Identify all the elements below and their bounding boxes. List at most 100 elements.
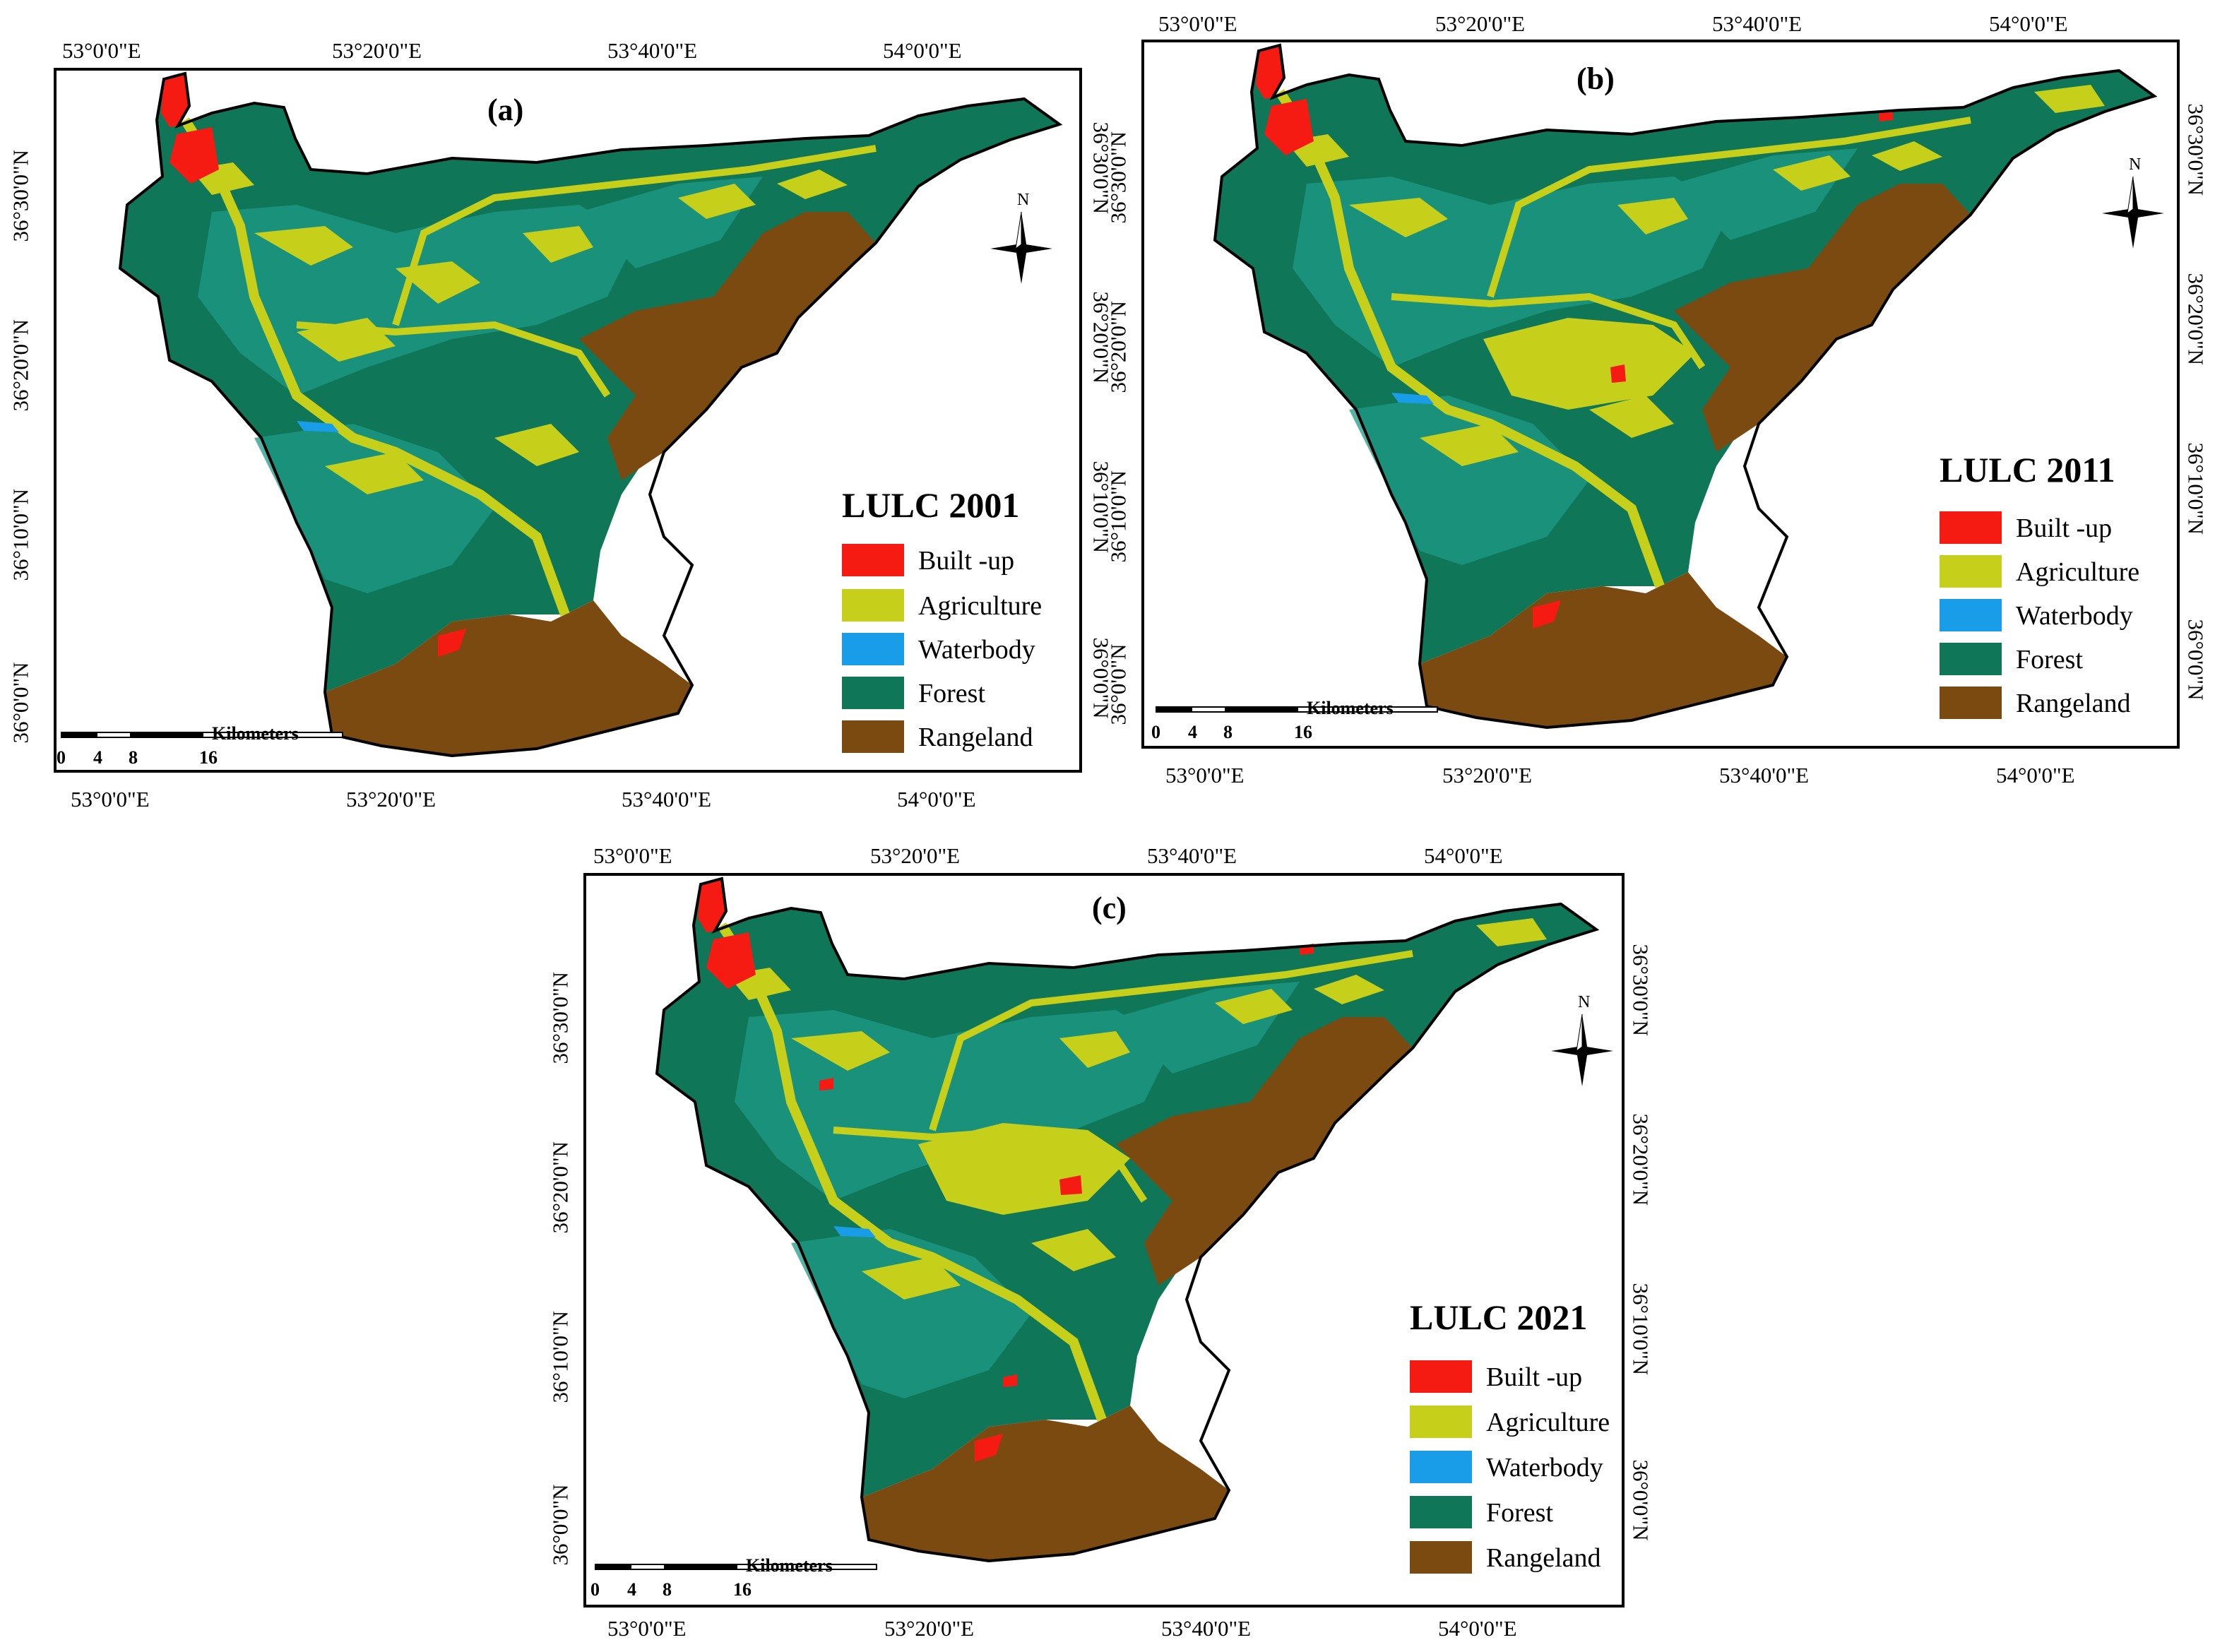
top-tick-0: 53°0'0"E [593,843,672,868]
scale-number: 8 [663,1579,672,1600]
legend-item-built-up: Built -up [1940,511,2180,547]
legend-item-forest: Forest [1940,643,2180,678]
agriculture-valley [181,117,570,617]
map-panel-a: 53°0'0"E 53°20'0"E 53°40'0"E 54°0'0"E 36… [0,0,1114,819]
waterbody-reservoir [1391,393,1434,404]
scale-unit: Kilometers [212,723,299,744]
legend-label: Waterbody [1486,1453,1603,1482]
bottom-tick-3: 54°0'0"E [1996,763,2075,788]
legend-swatch [1940,511,2002,544]
north-arrow: N [2098,155,2168,254]
watershed [120,73,1059,756]
built-up-main [698,879,726,932]
agriculture-valley-2 [296,145,877,398]
legend-title: LULC 2001 [842,485,1020,525]
panel-label: (c) [1092,891,1127,925]
legend-label: Built -up [2016,513,2113,543]
north-arrow: N [1547,993,1617,1092]
legend-label: Built -up [918,546,1015,576]
legend-label: Forest [2016,645,2083,675]
legend-label: Rangeland [1486,1543,1601,1573]
lulc-map-2021 [655,876,1600,1563]
legend-swatch [842,677,904,709]
legend-item-built-up: Built -up [842,544,1082,579]
legend-swatch [1940,643,2002,675]
legend-label: Agriculture [918,591,1043,621]
top-tick-0: 53°0'0"E [62,38,141,63]
rangeland-east [579,212,876,480]
watershed-boundary [118,71,1063,758]
north-label: N [1017,191,1030,209]
north-arrow-icon [1551,1014,1613,1086]
watershed-boundary [655,876,1600,1563]
forest-shade [198,177,763,593]
bottom-tick-3: 54°0'0"E [1438,1616,1517,1641]
waterbody-reservoir [833,1226,876,1237]
forest-shade [1293,148,1858,565]
legend-item-waterbody: Waterbody [1940,599,2180,634]
lulc-map-2011 [1213,43,2158,730]
agriculture-valley-2 [1391,117,1971,369]
rangeland-south [325,600,692,756]
forest-shade [735,982,1300,1398]
panel-label: (a) [487,93,524,127]
map-panel-c: 53°0'0"E 53°20'0"E 53°40'0"E 54°0'0"E 36… [537,826,1681,1652]
scale-number: 16 [1294,722,1312,742]
legend-label: Forest [918,679,985,708]
bottom-tick-1: 53°20'0"E [346,787,437,812]
agriculture-valley [1276,89,1665,588]
north-label: N [1578,993,1591,1011]
bottom-tick-0: 53°0'0"E [1165,763,1245,788]
map-panel-b: 53°0'0"E 53°20'0"E 53°40'0"E 54°0'0"E 36… [1106,0,2227,798]
legend-swatch [842,589,904,622]
bottom-tick-1: 53°20'0"E [1442,763,1533,788]
watershed [1215,45,2154,727]
scale-number: 4 [93,747,102,768]
legend-label: Built -up [1486,1362,1583,1392]
legend-label: Rangeland [2016,689,2131,718]
legend-item-waterbody: Waterbody [842,633,1082,668]
legend-swatch [842,633,904,665]
agriculture-valley [718,922,1107,1422]
scale-bar: 0 4 8 16 Kilometers [1151,698,1438,749]
built-up-main [161,73,189,127]
legend-swatch [1410,1360,1472,1393]
north-arrow-icon [2102,176,2164,249]
scale-number: 16 [733,1579,752,1600]
legend-title: LULC 2011 [1940,450,2115,489]
top-tick-3: 54°0'0"E [883,38,962,63]
legend-item-waterbody: Waterbody [1410,1451,1636,1486]
bottom-tick-2: 53°40'0"E [622,787,712,812]
legend-item-rangeland: Rangeland [842,720,1082,756]
legend-swatch [1410,1406,1472,1438]
panel-label: (b) [1576,61,1615,96]
scale-unit: Kilometers [746,1555,833,1576]
top-tick-3: 54°0'0"E [1424,843,1503,868]
legend-title: LULC 2021 [1410,1297,1588,1337]
bottom-tick-1: 53°20'0"E [884,1616,975,1641]
lulc-map-2001 [118,71,1063,758]
forest-area [657,879,1596,1497]
bottom-tick-0: 53°0'0"E [71,787,150,812]
agriculture-central [1483,318,1695,410]
watershed [657,879,1596,1561]
scale-number: 4 [627,1579,636,1600]
legend-item-built-up: Built -up [1410,1360,1636,1396]
top-tick-2: 53°40'0"E [607,38,698,63]
legend-label: Waterbody [2016,601,2133,631]
rangeland-south [862,1406,1229,1561]
bottom-tick-0: 53°0'0"E [607,1616,687,1641]
legend-label: Rangeland [918,723,1033,752]
legend-item-forest: Forest [842,677,1082,712]
scale-number: 16 [199,747,218,768]
legend-item-agriculture: Agriculture [1940,555,2180,590]
scale-number: 8 [1223,722,1233,742]
agriculture-valley-2 [833,950,1413,1203]
legend-swatch [842,720,904,753]
scale-number: 0 [590,1579,600,1600]
bottom-tick-2: 53°40'0"E [1719,763,1810,788]
top-tick-3: 54°0'0"E [1989,11,2068,36]
scale-bar: 0 4 8 16 Kilometers [590,1555,877,1606]
legend-label: Agriculture [1486,1408,1610,1437]
top-tick-1: 53°20'0"E [870,843,961,868]
